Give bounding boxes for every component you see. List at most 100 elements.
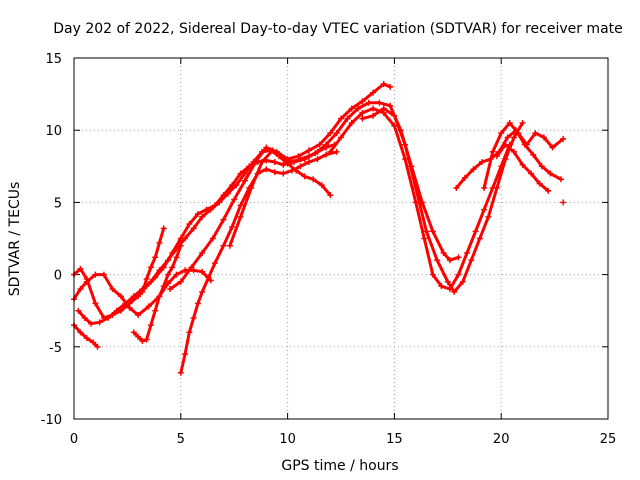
data-point (226, 242, 233, 249)
x-tick-label: 0 (70, 432, 78, 447)
outlier-points (560, 199, 567, 206)
data-point (511, 134, 518, 141)
data-point (402, 141, 409, 148)
data-point (173, 271, 180, 278)
data-point (295, 153, 302, 160)
data-point (130, 293, 137, 300)
data-point (194, 210, 201, 217)
data-point (333, 130, 340, 137)
data-point (280, 156, 287, 163)
data-point (481, 184, 488, 191)
data-point (338, 115, 344, 122)
data-point (237, 202, 244, 209)
data-point (229, 223, 236, 230)
series-track-9 (226, 99, 462, 264)
data-point (305, 158, 312, 165)
data-point (152, 254, 159, 261)
data-point (130, 329, 137, 336)
series-track-3 (71, 322, 101, 350)
data-point (94, 343, 101, 350)
data-point (528, 170, 535, 177)
data-point (271, 169, 278, 176)
series-track-14 (493, 141, 552, 194)
data-point (391, 122, 398, 129)
data-point (359, 109, 366, 116)
data-point (156, 239, 163, 246)
data-point (77, 329, 84, 336)
data-point (280, 170, 287, 177)
data-point (224, 190, 231, 197)
series-track-4 (75, 147, 334, 327)
data-point (301, 156, 308, 163)
data-point (540, 134, 547, 141)
y-tick-label: 0 (54, 269, 62, 284)
data-point (515, 130, 522, 137)
x-axis-label: GPS time / hours (281, 458, 398, 474)
data-point (205, 274, 212, 281)
data-point (481, 206, 488, 213)
data-point (177, 369, 184, 376)
data-point (199, 249, 206, 256)
data-point (370, 105, 377, 112)
data-point (199, 288, 206, 295)
grid-lines (74, 58, 608, 419)
data-point (472, 228, 479, 235)
data-point (231, 196, 238, 203)
data-point (380, 105, 387, 112)
data-point (88, 320, 95, 327)
data-point (182, 235, 189, 242)
data-point (186, 329, 193, 336)
plot-frame (73, 57, 609, 420)
data-point (173, 254, 180, 261)
data-point (135, 333, 142, 340)
data-point (156, 267, 163, 274)
series-band (482, 121, 565, 190)
data-point (314, 156, 321, 163)
y-tick-label: -10 (41, 413, 62, 428)
data-point (199, 268, 206, 275)
data-point (92, 271, 99, 278)
series-band (328, 107, 512, 291)
data-point (145, 303, 152, 310)
data-point (327, 148, 334, 155)
data-point (237, 213, 244, 220)
data-point (545, 187, 552, 194)
data-point (280, 161, 287, 168)
data-point (338, 134, 344, 141)
data-point (207, 206, 214, 213)
series-band (360, 107, 525, 294)
data-point (188, 264, 195, 271)
data-point (263, 144, 270, 151)
series-track-5 (130, 242, 184, 345)
data-point (470, 166, 477, 173)
data-point (348, 119, 355, 126)
data-point (464, 249, 471, 256)
data-point (348, 105, 355, 112)
data-point (558, 176, 565, 183)
data-point (532, 130, 539, 137)
data-point (164, 271, 171, 278)
data-point (365, 99, 372, 106)
data-series (71, 80, 567, 376)
data-point (252, 158, 259, 165)
data-point (143, 275, 150, 282)
data-point (186, 221, 193, 228)
data-point (248, 184, 255, 191)
data-point (92, 300, 99, 307)
data-point (143, 336, 150, 343)
data-point (139, 338, 146, 345)
data-point (156, 293, 163, 300)
data-point (122, 300, 129, 307)
data-point (380, 80, 387, 87)
data-point (147, 264, 154, 271)
series-track-8 (167, 80, 394, 293)
data-point (359, 98, 366, 105)
data-point (90, 339, 97, 346)
data-point (271, 158, 278, 165)
data-point (461, 174, 468, 181)
outlier-point (560, 199, 567, 206)
data-point (83, 275, 90, 282)
data-point (453, 184, 460, 191)
data-point (297, 163, 304, 170)
y-tick-label: 15 (45, 52, 62, 67)
